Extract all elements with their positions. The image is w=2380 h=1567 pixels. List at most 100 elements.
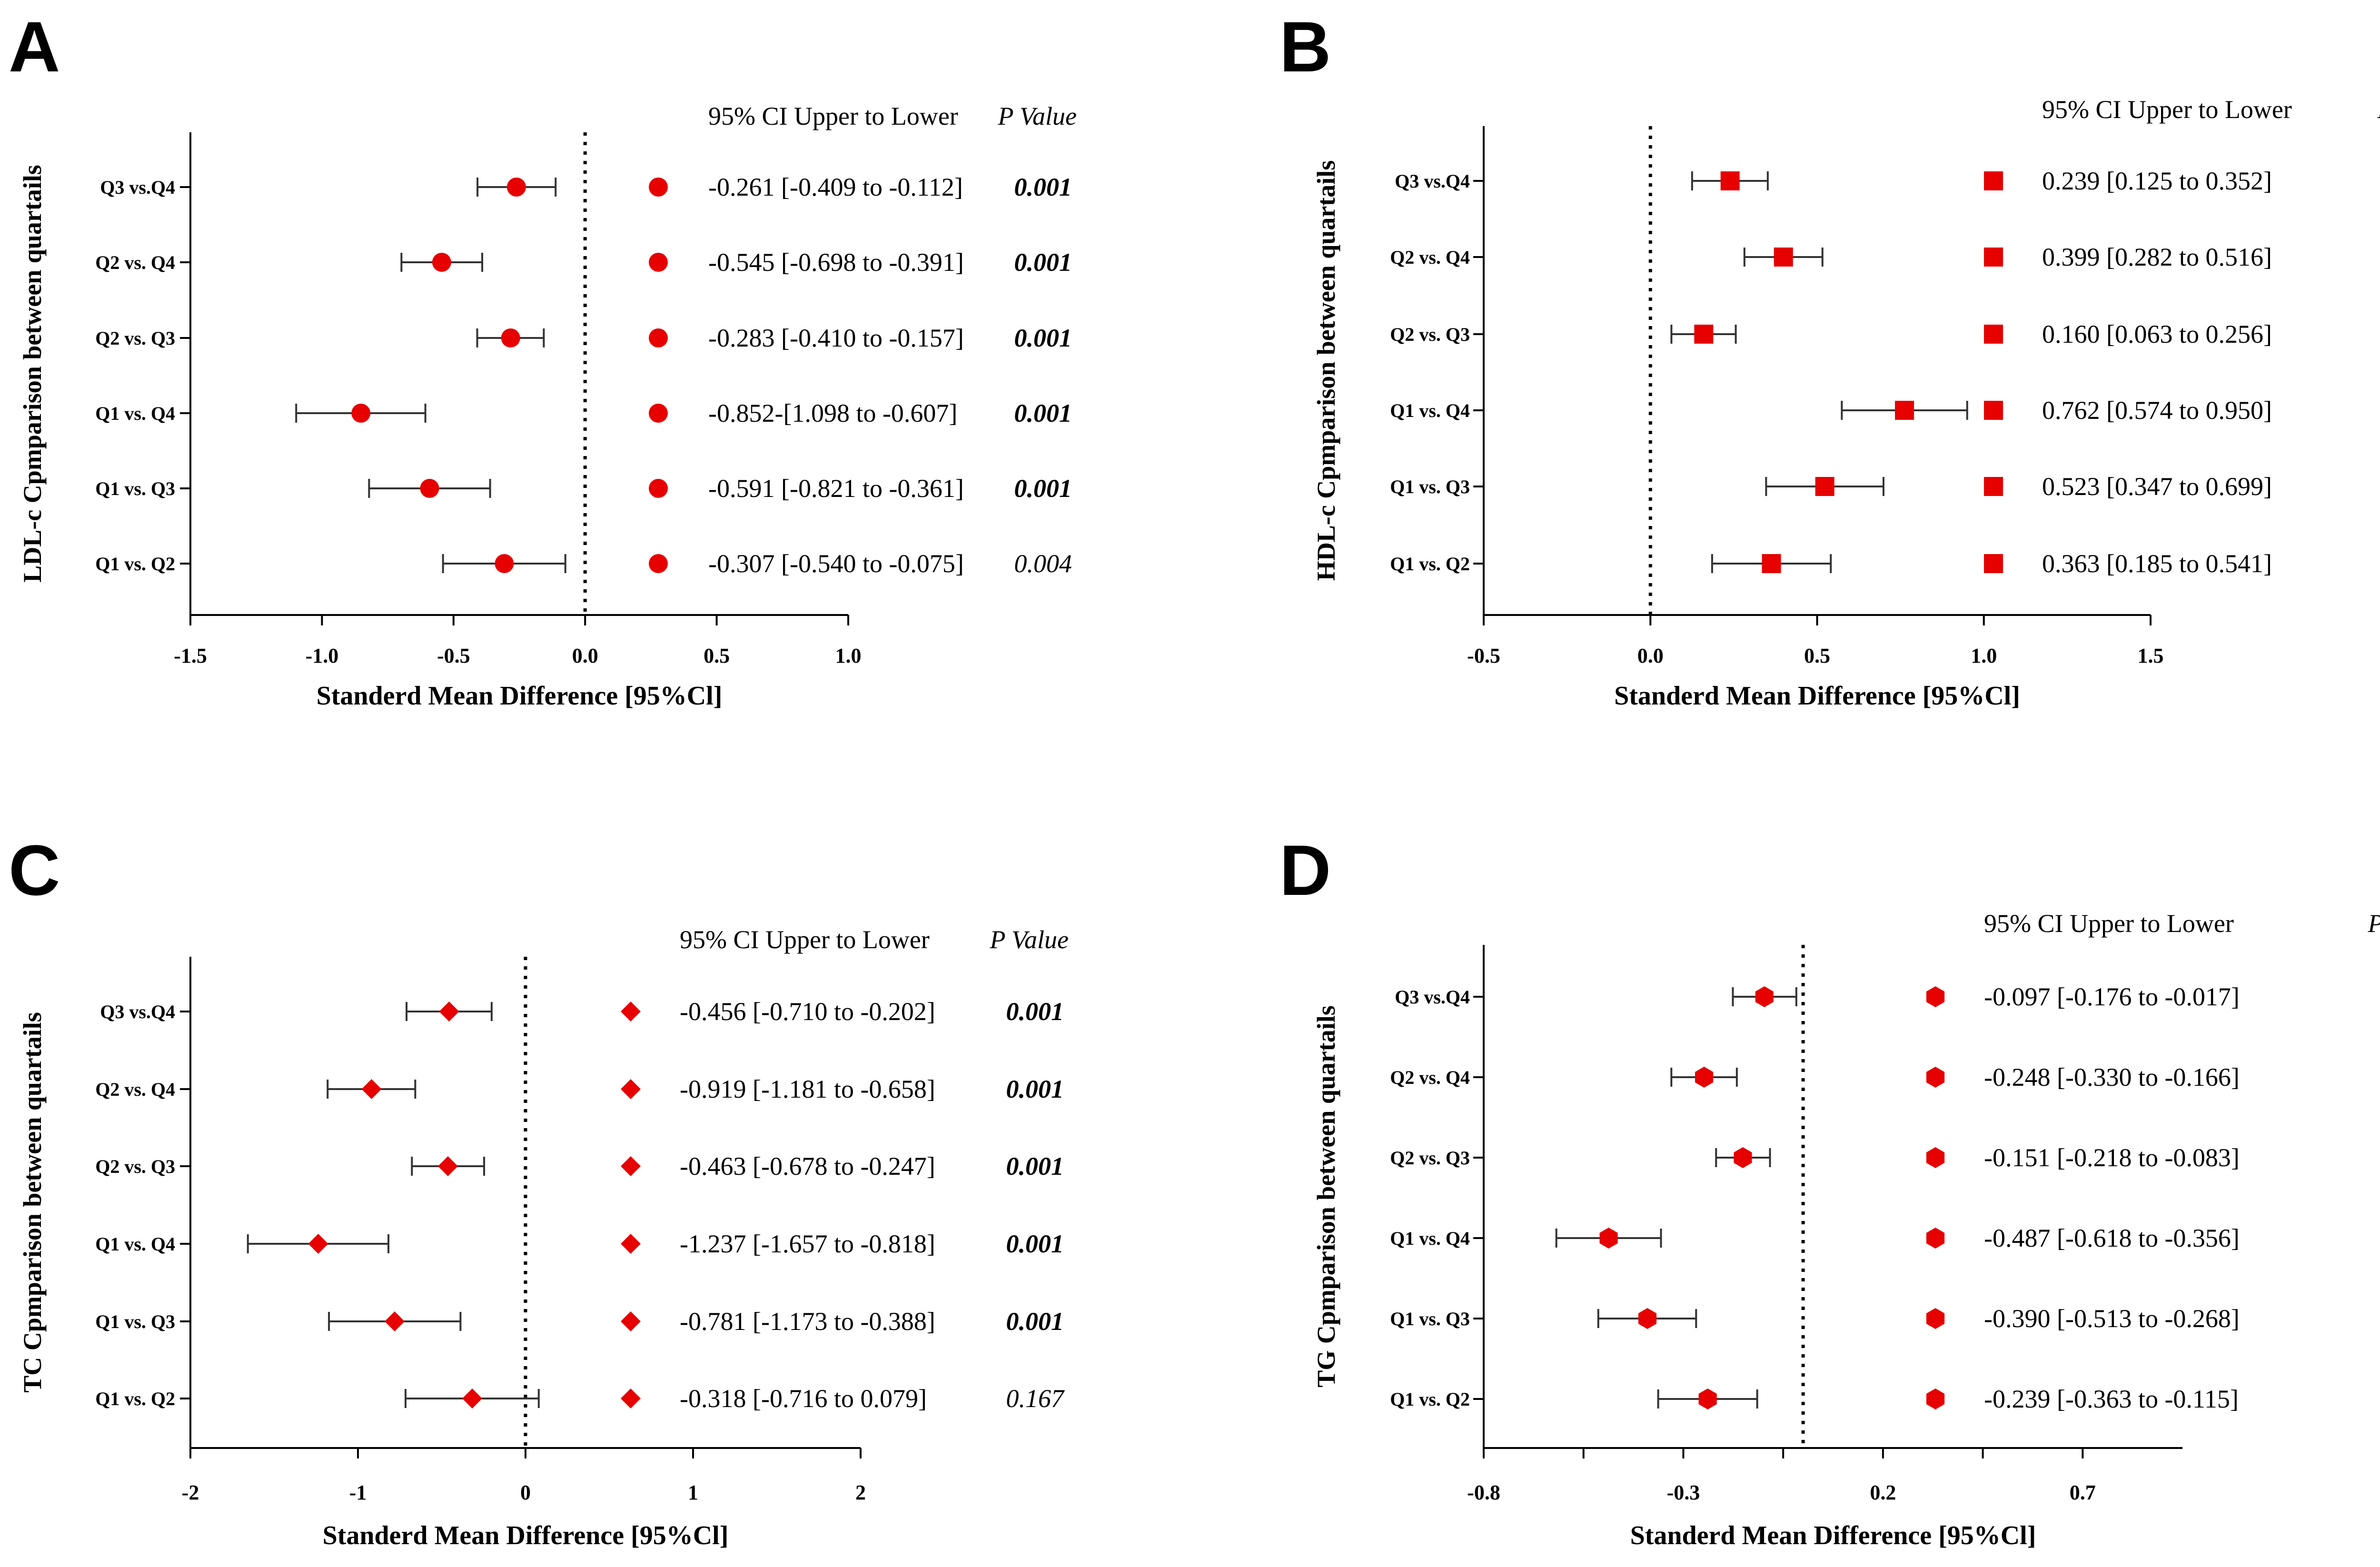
table-row: Q2 vs. Q3 -0.283 [-0.410 to -0.157] 0.001 (95, 324, 1072, 352)
legend-marker (1926, 1228, 1945, 1249)
point-estimate-marker (1695, 1067, 1714, 1088)
panel-letter: D (1279, 830, 1331, 910)
x-tick-label: 0.5 (1804, 644, 1830, 667)
x-tick-label: 1.0 (835, 644, 862, 667)
point-estimate-marker (1698, 1388, 1717, 1409)
row-label: Q1 vs. Q4 (1390, 400, 1470, 421)
legend-marker (649, 554, 668, 573)
point-estimate-marker (1895, 401, 1914, 420)
p-value-text: 0.001 (1006, 1230, 1064, 1258)
row-label: Q1 vs. Q3 (1390, 476, 1470, 497)
y-axis-title: HDL-c Cpmparison between quartails (1312, 160, 1340, 581)
p-value-column-header: P Value (2368, 909, 2380, 938)
point-estimate-marker (495, 554, 514, 573)
table-row: Q3 vs.Q4-0.097 [-0.176 to -0.017]0.009 (1395, 982, 2240, 1011)
row-label: Q1 vs. Q2 (1390, 553, 1470, 575)
panel-c: C -2 -1 0 1 2 Standerd Mean Difference [95%Cl]… (9, 830, 1069, 1550)
x-tick-label: 1.5 (2138, 644, 2164, 667)
y-axis-title: LDL-c Cpmparison between quartails (18, 165, 47, 583)
row-label: Q1 vs. Q2 (95, 553, 175, 575)
table-row: Q1 vs. Q2 -0.318 [-0.716 to 0.079] 0.167 (95, 1384, 1065, 1413)
ci-value-text: -0.487 [-0.618 to -0.356] (1984, 1224, 2240, 1252)
p-value-column-header: P Value (998, 102, 1077, 130)
point-estimate-marker (1762, 554, 1781, 573)
p-value-text: 0.001 (1006, 1152, 1064, 1180)
p-value-text: 0.001 (1006, 1075, 1064, 1103)
ci-value-text: -0.456 [-0.710 to -0.202] (680, 997, 935, 1026)
row-label: Q1 vs. Q4 (95, 403, 175, 424)
point-estimate-marker (351, 404, 371, 423)
panel-a: A -1.5 -1.0 -0.5 0.0 0.5 1.0 Standerd Mean Diff… (9, 7, 1077, 711)
panel-letter: A (9, 7, 60, 87)
p-value-text: 0.001 (1014, 474, 1072, 503)
x-tick-label: 0.0 (572, 644, 598, 667)
point-estimate-marker (438, 1156, 458, 1176)
ci-value-text: 0.399 [0.282 to 0.516] (2042, 243, 2272, 271)
point-estimate-marker (501, 328, 520, 347)
table-row: Q1 vs. Q30.523 [0.347 to 0.699]0.001 (1390, 472, 2272, 501)
p-value-text: 0.001 (1014, 324, 1072, 352)
row-label: Q2 vs. Q3 (1390, 324, 1470, 345)
x-tick-label: -0.3 (1667, 1481, 1700, 1504)
table-row: Q1 vs. Q4 -0.852-[1.098 to -0.607] 0.001 (95, 399, 1072, 427)
x-tick-label: -1.5 (174, 644, 207, 667)
ci-value-text: -0.390 [-0.513 to -0.268] (1984, 1304, 2240, 1333)
row-label: Q1 vs. Q3 (95, 478, 175, 499)
legend-marker (649, 178, 668, 197)
ci-value-text: -0.097 [-0.176 to -0.017] (1984, 982, 2240, 1011)
x-tick-label: 0.2 (1870, 1481, 1896, 1504)
x-tick-label: 0.0 (1637, 644, 1664, 667)
ci-value-text: -0.261 [-0.409 to -0.112] (708, 173, 963, 201)
legend-marker (1926, 986, 1945, 1007)
x-tick-label: 0.5 (704, 644, 730, 667)
legend-marker (1926, 1308, 1945, 1329)
row-label: Q1 vs. Q4 (95, 1233, 175, 1255)
ci-value-text: -0.248 [-0.330 to -0.166] (1984, 1063, 2240, 1091)
p-value-text: 0.001 (1014, 248, 1072, 277)
p-value-column-header: P Value (990, 925, 1069, 954)
ci-value-text: -0.318 [-0.716 to 0.079] (680, 1384, 927, 1413)
point-estimate-marker (361, 1079, 382, 1099)
x-tick-label: -0.5 (437, 644, 470, 667)
legend-marker (621, 1311, 641, 1331)
ci-value-text: -0.781 [-1.173 to -0.388] (680, 1307, 935, 1336)
panel-d: D -0.8 -0.3 0.2 0.7 Standerd Mean Difference … (1279, 830, 2380, 1550)
x-tick-label: 1.0 (1971, 644, 1997, 667)
ci-value-text: -0.919 [-1.181 to -0.658] (680, 1075, 935, 1103)
row-label: Q1 vs. Q2 (95, 1388, 175, 1409)
ci-value-text: 0.523 [0.347 to 0.699] (2042, 472, 2272, 501)
point-estimate-marker (1599, 1228, 1618, 1249)
table-row: Q1 vs. Q2 -0.307 [-0.540 to -0.075] 0.004 (95, 549, 1072, 578)
table-row: Q1 vs. Q20.363 [0.185 to 0.541]0.001 (1390, 549, 2272, 578)
legend-marker (621, 1388, 641, 1408)
x-axis-title: Standerd Mean Difference [95%Cl] (317, 681, 723, 711)
p-value-text: 0.004 (1014, 549, 1072, 578)
x-tick-label: 1 (688, 1481, 698, 1504)
point-estimate-marker (439, 1002, 459, 1022)
ci-value-text: 0.762 [0.574 to 0.950] (2042, 396, 2272, 425)
x-tick-label: -1.0 (306, 644, 339, 667)
table-row: Q3 vs.Q4 -0.261 [-0.409 to -0.112] 0.001 (100, 173, 1072, 201)
x-tick-label: -0.8 (1467, 1481, 1500, 1504)
legend-marker (621, 1002, 641, 1022)
table-row: Q1 vs. Q3 -0.781 [-1.173 to -0.388] 0.001 (95, 1307, 1064, 1336)
x-tick-label: 0.7 (2070, 1481, 2096, 1504)
legend-marker (1984, 171, 2003, 190)
table-row: Q2 vs. Q3-0.151 [-0.218 to -0.083]0.001 (1390, 1143, 2240, 1172)
row-label: Q2 vs. Q4 (95, 252, 175, 273)
row-label: Q3 vs.Q4 (1395, 986, 1470, 1008)
row-label: Q2 vs. Q3 (95, 327, 175, 349)
p-value-text: 0.001 (1014, 399, 1072, 427)
y-axis-title: TC Cpmparison between quartails (18, 1012, 47, 1393)
p-value-column-header: P Value (2377, 95, 2380, 124)
legend-marker (649, 404, 668, 423)
legend-marker (1984, 325, 2003, 344)
x-tick-label: -2 (182, 1481, 199, 1504)
ci-column-header: 95% CI Upper to Lower (708, 102, 958, 130)
x-axis-title: Standerd Mean Difference [95%Cl] (1614, 681, 2020, 711)
legend-marker (1926, 1388, 1945, 1409)
point-estimate-marker (385, 1311, 405, 1331)
x-tick-label: 2 (855, 1481, 866, 1504)
point-estimate-marker (462, 1388, 483, 1408)
